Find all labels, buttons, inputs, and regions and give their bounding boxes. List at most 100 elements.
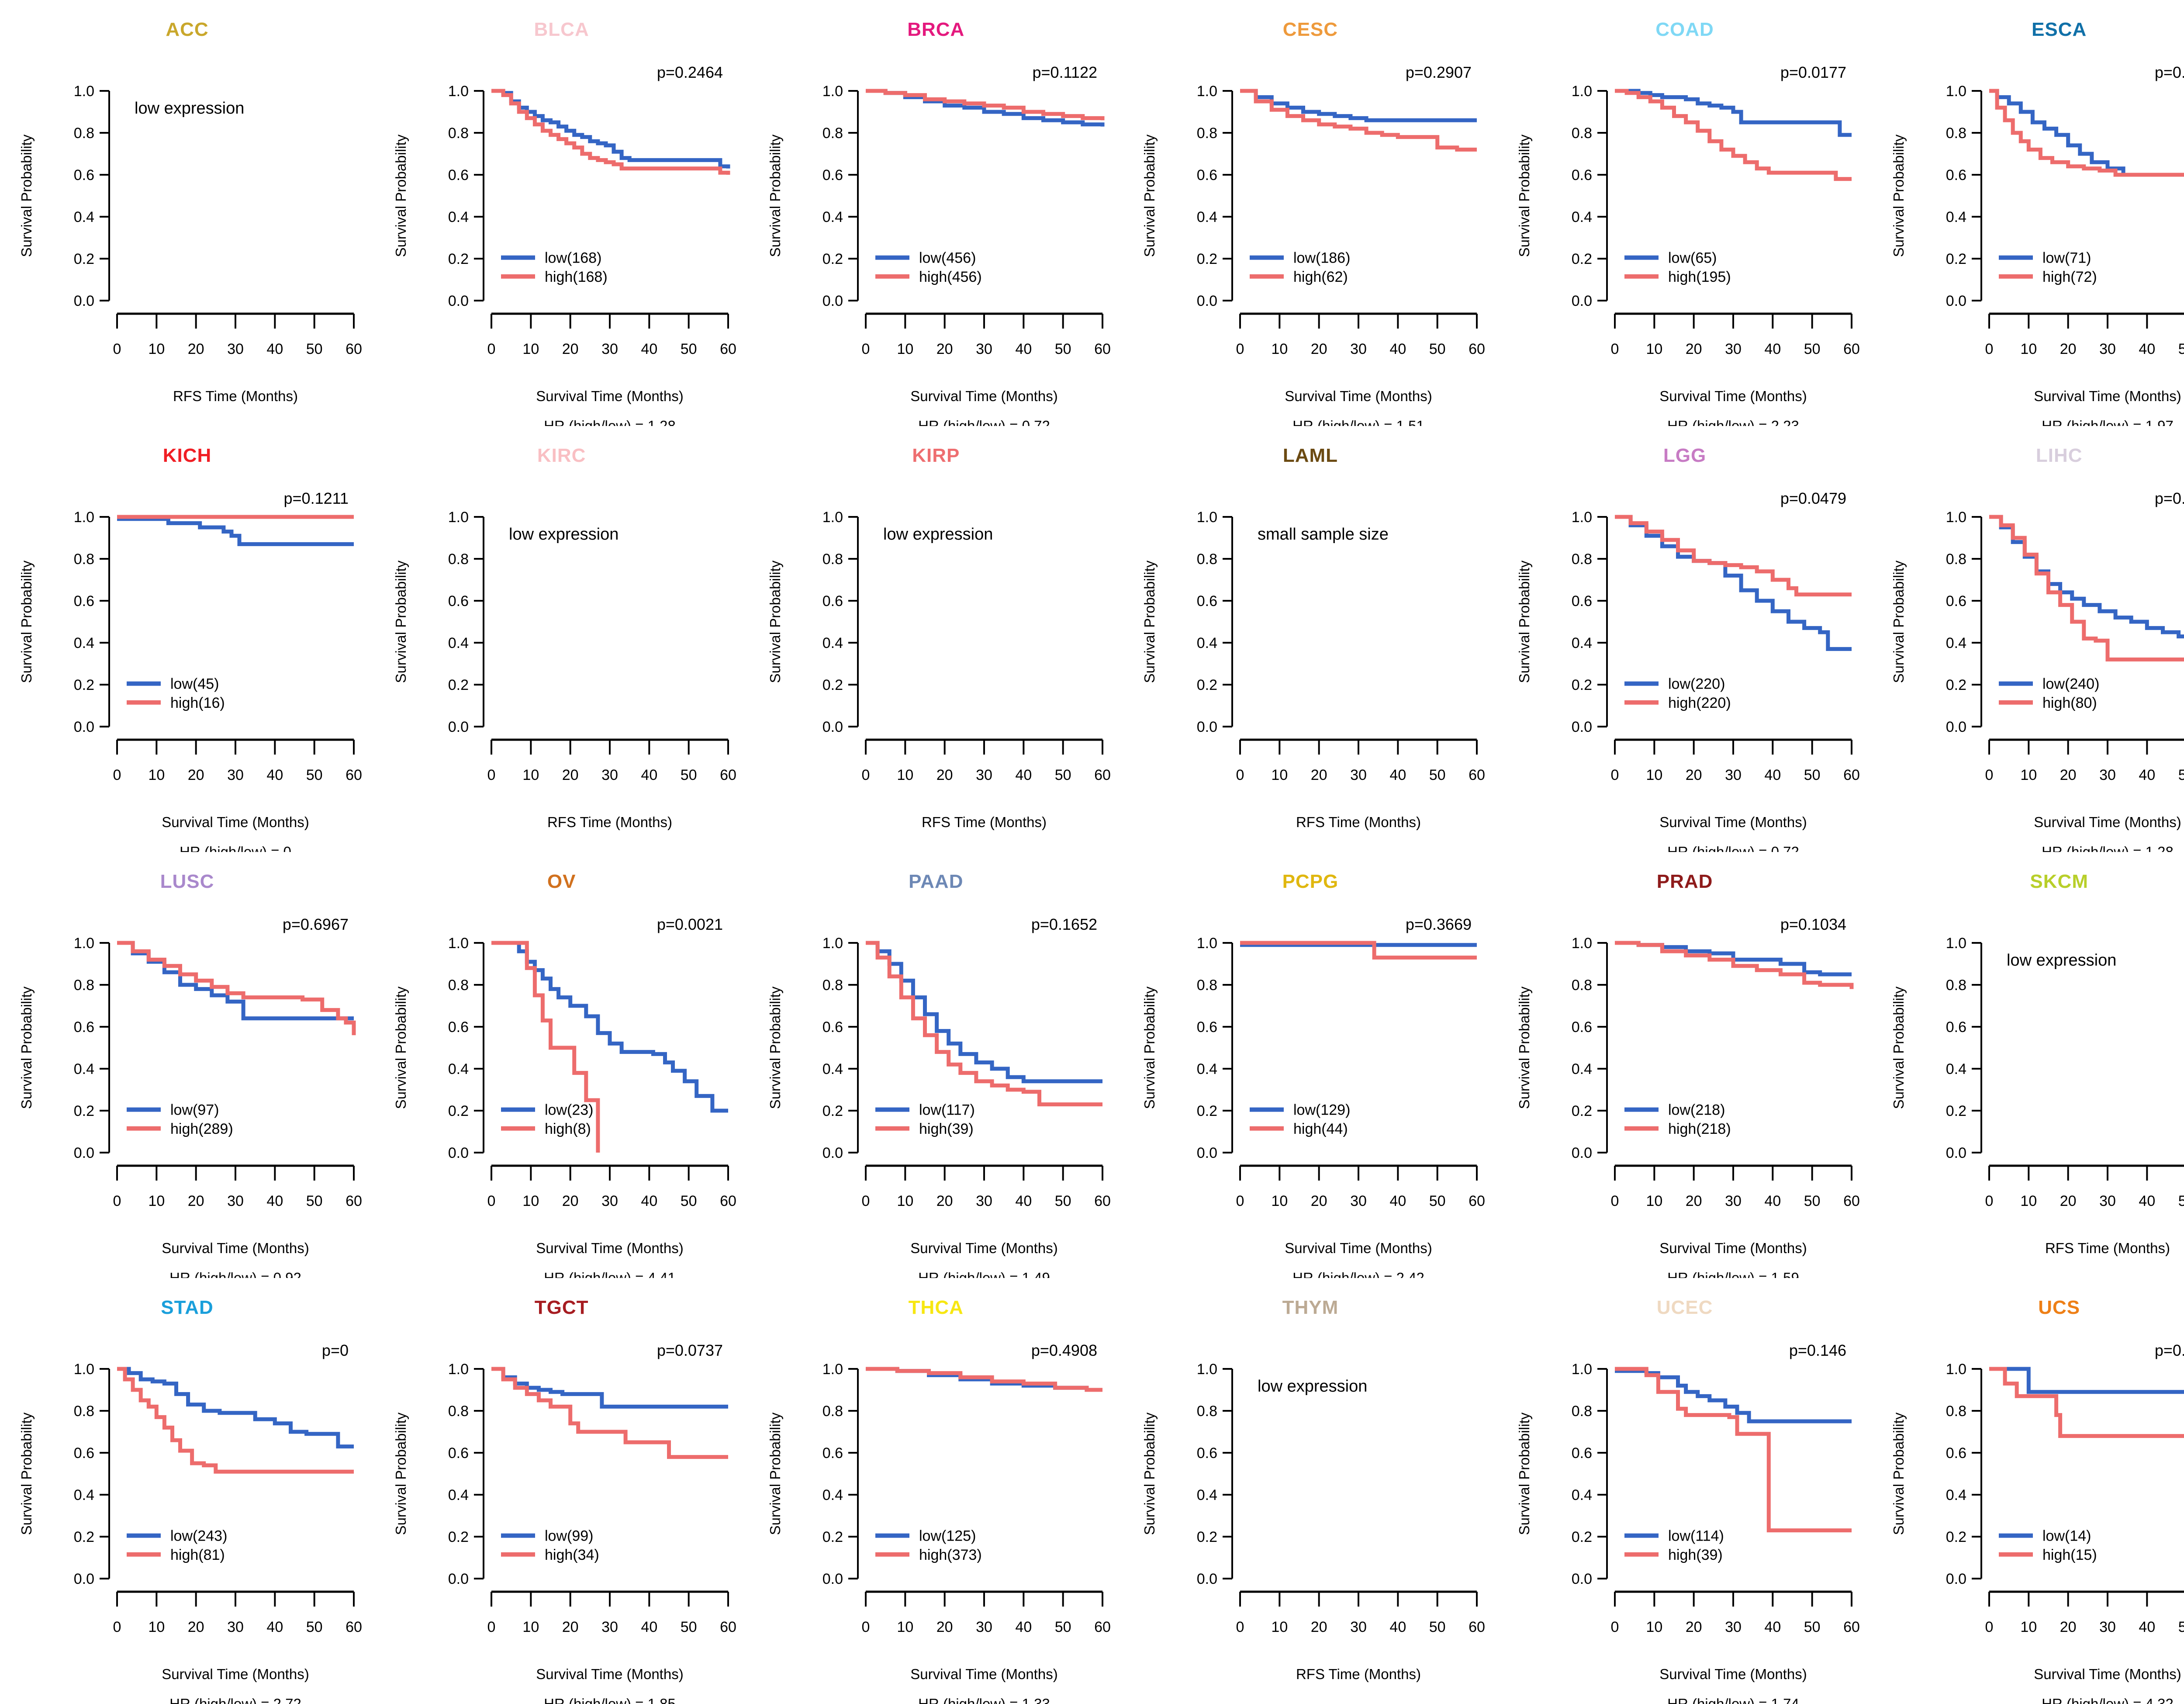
y-axis-label: Survival Probability	[18, 134, 35, 257]
x-tick-label-0: 0	[1610, 341, 1619, 357]
y-axis-label: Survival Probability	[393, 1412, 409, 1535]
y-tick-label-1.0: 1.0	[74, 1361, 94, 1378]
x-tick-label-30: 30	[1725, 341, 1742, 357]
x-tick-label-60: 60	[1469, 1619, 1486, 1635]
x-tick-label-10: 10	[1646, 767, 1662, 783]
x-tick-label-20: 20	[1311, 1193, 1327, 1209]
survival-panel-prad: PRAD 0.0 0.2 0.4 0.6 0.8 1.0 Survival Probabili…	[1498, 852, 1872, 1278]
y-axis-label: Survival Probability	[1890, 134, 1907, 257]
x-tick-label-50: 50	[1804, 1193, 1820, 1209]
x-tick-label-0: 0	[1236, 1619, 1244, 1635]
x-tick-label-30: 30	[227, 341, 244, 357]
survival-panel-thca: THCA 0.0 0.2 0.4 0.6 0.8 1.0 Survival Probabili…	[749, 1278, 1123, 1704]
survival-curve-high	[1989, 89, 2184, 177]
x-axis-label: Survival Time (Months)	[2034, 1666, 2181, 1682]
x-tick-label-40: 40	[2139, 767, 2155, 783]
x-tick-label-50: 50	[1055, 767, 1071, 783]
x-tick-label-30: 30	[976, 767, 992, 783]
x-tick-label-50: 50	[2178, 1193, 2184, 1209]
legend-label-low: low(71)	[2042, 250, 2091, 267]
y-tick-label-0.8: 0.8	[1571, 125, 1592, 142]
y-tick-label-0.6: 0.6	[822, 1445, 843, 1462]
y-tick-label-0.2: 0.2	[1571, 1103, 1592, 1119]
hazard-ratio-label: HR (high/low) = 2.72	[169, 1696, 301, 1704]
x-tick-label-20: 20	[188, 1619, 204, 1635]
x-tick-label-10: 10	[897, 341, 914, 357]
legend-label-high: high(15)	[2042, 1547, 2097, 1563]
y-axis-label: Survival Probability	[1141, 134, 1158, 257]
y-tick-label-0.0: 0.0	[1571, 293, 1592, 309]
hazard-ratio-label: HR (high/low) = 1.51	[1293, 418, 1425, 426]
y-tick-label-0.8: 0.8	[1571, 1403, 1592, 1420]
x-tick-label-20: 20	[562, 1619, 579, 1635]
x-axis-label: Survival Time (Months)	[162, 1240, 309, 1256]
x-tick-label-20: 20	[562, 341, 579, 357]
y-tick-label-0.4: 0.4	[1571, 209, 1592, 225]
y-tick-label-0.8: 0.8	[448, 125, 469, 142]
y-tick-label-1.0: 1.0	[74, 83, 94, 100]
x-tick-label-0: 0	[487, 1619, 496, 1635]
y-tick-label-0.2: 0.2	[1946, 1529, 1966, 1545]
p-value-label: p=0.0177	[1780, 63, 1846, 81]
plot-area-esca: 0.0 0.2 0.4 0.6 0.8 1.0 Survival Probability 0 1…	[1890, 63, 2184, 426]
x-tick-label-50: 50	[306, 1193, 323, 1209]
x-tick-label-0: 0	[862, 1193, 870, 1209]
x-tick-label-0: 0	[113, 1193, 121, 1209]
x-tick-label-0: 0	[1236, 341, 1244, 357]
survival-panel-paad: PAAD 0.0 0.2 0.4 0.6 0.8 1.0 Survival Probabili…	[749, 852, 1123, 1278]
plot-area-thca: 0.0 0.2 0.4 0.6 0.8 1.0 Survival Probability 0 1…	[767, 1341, 1111, 1704]
y-axis-label: Survival Probability	[1516, 134, 1532, 257]
plot-area-acc: 0.0 0.2 0.4 0.6 0.8 1.0 Survival Probability 0 1…	[18, 83, 362, 404]
x-tick-label-0: 0	[113, 1619, 121, 1635]
hazard-ratio-label: HR (high/low) = 2.23	[1667, 418, 1799, 426]
x-tick-label-40: 40	[1016, 1619, 1032, 1635]
legend-label-high: high(373)	[919, 1547, 982, 1563]
legend-label-high: high(72)	[2042, 269, 2097, 285]
p-value-label: p=0.1122	[1033, 63, 1097, 81]
x-tick-label-30: 30	[601, 767, 618, 783]
y-tick-label-0.8: 0.8	[1946, 1403, 1966, 1420]
y-tick-label-0.4: 0.4	[448, 1487, 469, 1503]
x-tick-label-40: 40	[1764, 1193, 1781, 1209]
survival-panel-ucs: UCS 0.0 0.2 0.4 0.6 0.8 1.0 Survival Probabilit…	[1872, 1278, 2184, 1704]
p-value-label: p=0.146	[1789, 1341, 1846, 1359]
panel-title-kich: KICH	[162, 445, 212, 466]
x-axis-label: Survival Time (Months)	[536, 388, 683, 404]
hazard-ratio-label: HR (high/low) = 1.33	[918, 1696, 1050, 1704]
y-tick-label-0.6: 0.6	[74, 1019, 94, 1036]
x-tick-label-40: 40	[1764, 767, 1781, 783]
y-tick-label-0.4: 0.4	[74, 1487, 94, 1503]
survival-panel-ucec: UCEC 0.0 0.2 0.4 0.6 0.8 1.0 Survival Probabili…	[1498, 1278, 1872, 1704]
x-tick-label-20: 20	[936, 767, 953, 783]
survival-panel-coad: COAD 0.0 0.2 0.4 0.6 0.8 1.0 Survival Probabili…	[1498, 0, 1872, 426]
x-tick-label-30: 30	[1725, 1619, 1742, 1635]
x-tick-label-30: 30	[601, 1193, 618, 1209]
x-tick-label-50: 50	[681, 341, 697, 357]
plot-area-tgct: 0.0 0.2 0.4 0.6 0.8 1.0 Survival Probability 0 1…	[393, 1341, 736, 1704]
x-tick-label-20: 20	[2060, 767, 2076, 783]
panel-title-paad: PAAD	[909, 871, 964, 892]
panel-title-acc: ACC	[166, 19, 209, 40]
legend-label-low: low(14)	[2042, 1528, 2091, 1545]
x-tick-label-0: 0	[1985, 1619, 1993, 1635]
x-tick-label-40: 40	[266, 767, 283, 783]
y-tick-label-0.6: 0.6	[1197, 1445, 1217, 1462]
x-tick-label-0: 0	[487, 341, 496, 357]
hazard-ratio-label: HR (high/low) = 0.72	[918, 418, 1050, 426]
y-tick-label-1.0: 1.0	[822, 509, 843, 526]
x-axis-label: Survival Time (Months)	[1285, 388, 1432, 404]
plot-area-prad: 0.0 0.2 0.4 0.6 0.8 1.0 Survival Probability 0 1…	[1516, 915, 1860, 1278]
x-tick-label-10: 10	[897, 767, 914, 783]
x-axis-label: Survival Time (Months)	[911, 1666, 1058, 1682]
y-tick-label-0.0: 0.0	[448, 1145, 469, 1161]
x-tick-label-40: 40	[1764, 1619, 1781, 1635]
y-tick-label-1.0: 1.0	[74, 935, 94, 952]
y-tick-label-0.2: 0.2	[1197, 677, 1217, 693]
survival-curve-low	[866, 89, 1105, 127]
x-tick-label-60: 60	[1843, 767, 1860, 783]
hazard-ratio-label: HR (high/low) = 1.59	[1667, 1270, 1799, 1278]
x-axis-label: Survival Time (Months)	[911, 388, 1058, 404]
x-tick-label-10: 10	[148, 767, 165, 783]
legend-label-low: low(125)	[919, 1528, 976, 1545]
y-tick-label-0.4: 0.4	[1197, 209, 1217, 225]
